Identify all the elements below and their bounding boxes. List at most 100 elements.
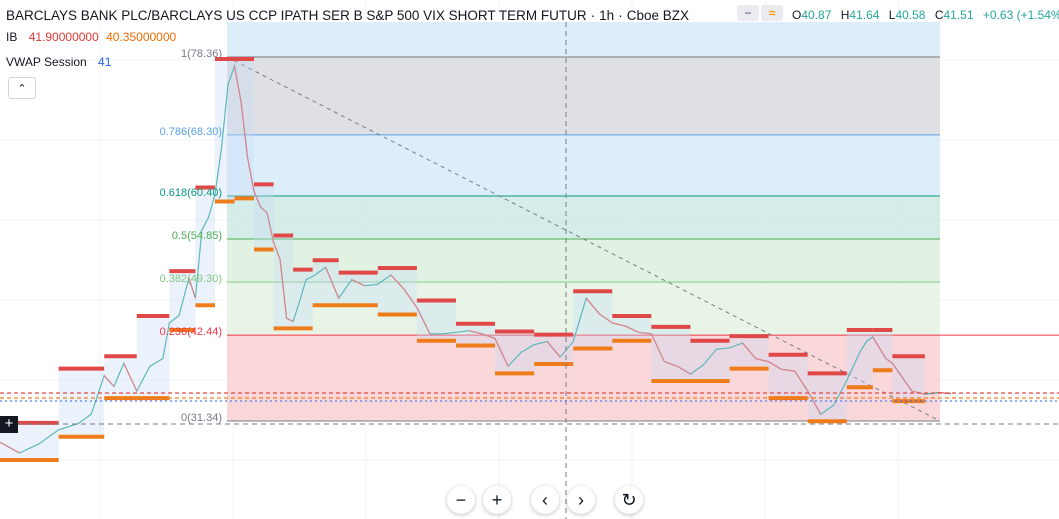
ib-range-box bbox=[573, 291, 613, 349]
ib-range-box bbox=[169, 271, 196, 330]
ib-range-box bbox=[136, 316, 170, 399]
price-down-segment bbox=[638, 331, 652, 335]
ib-levels bbox=[0, 57, 925, 463]
ib-range-box bbox=[729, 336, 769, 369]
open-label: O bbox=[792, 8, 802, 22]
chart-header: BARCLAYS BANK PLC/BARCLAYS US CCP IPATH … bbox=[6, 6, 689, 24]
ib-range-box bbox=[293, 269, 313, 329]
price-down-segment bbox=[898, 372, 913, 392]
ib-name: IB bbox=[6, 30, 18, 44]
ib-range-box bbox=[892, 356, 925, 402]
fib-level-label: 0.382(49.30) bbox=[159, 272, 222, 285]
price-down-segment bbox=[755, 358, 769, 363]
ib-range-box bbox=[690, 340, 730, 382]
ib-range-box bbox=[273, 235, 294, 329]
close-value: 41.51 bbox=[943, 8, 974, 22]
price-down-segment bbox=[481, 333, 496, 340]
scroll-right-button[interactable]: › bbox=[567, 486, 595, 514]
ib-low-value: 40.35000000 bbox=[106, 30, 177, 44]
ib-range-box bbox=[312, 260, 339, 306]
price-down-segment bbox=[351, 279, 366, 287]
price-down-segment bbox=[416, 307, 431, 335]
ib-range-box bbox=[872, 329, 893, 371]
ib-range-box bbox=[846, 329, 873, 388]
ib-legend[interactable]: IB 41.90000000 40.35000000 bbox=[6, 30, 176, 44]
high-value: 41.64 bbox=[849, 8, 880, 22]
price-down-segment bbox=[188, 277, 196, 299]
minus-icon[interactable]: − bbox=[737, 5, 759, 21]
price-down-segment bbox=[253, 191, 262, 208]
price-down-segment bbox=[891, 362, 900, 373]
fib-trend-line bbox=[226, 56, 941, 422]
price-down-segment bbox=[872, 336, 880, 349]
ib-range-box bbox=[377, 268, 417, 315]
interval-label[interactable]: 1h bbox=[599, 7, 615, 23]
price-down-segment bbox=[546, 341, 561, 358]
ib-range-box bbox=[234, 59, 255, 199]
fib-level-label: 0.236(42.44) bbox=[159, 326, 222, 339]
price-down-segment bbox=[650, 333, 665, 362]
ib-range-box bbox=[214, 59, 235, 202]
price-down-segment bbox=[878, 347, 887, 359]
low-value: 40.58 bbox=[895, 8, 926, 22]
symbol-name[interactable]: BARCLAYS BANK PLC/BARCLAYS US CCP IPATH … bbox=[6, 7, 587, 23]
price-down-segment bbox=[494, 338, 509, 367]
vwap-value: 41 bbox=[98, 55, 112, 69]
price-down-segment bbox=[794, 370, 809, 392]
wave-icon[interactable]: ≈ bbox=[761, 5, 783, 21]
price-series bbox=[0, 63, 952, 454]
vwap-name: VWAP Session bbox=[6, 55, 87, 69]
ib-range-box bbox=[254, 184, 274, 250]
exchange-label: Cboe BZX bbox=[626, 7, 689, 23]
price-down-segment bbox=[273, 242, 281, 260]
collapse-legend-button[interactable]: ⌃ bbox=[8, 77, 36, 99]
price-down-segment bbox=[240, 101, 249, 158]
fib-level-label: 0(31.34) bbox=[181, 412, 222, 424]
price-down-segment bbox=[677, 365, 691, 375]
ib-range-box bbox=[58, 368, 105, 437]
change-value: +0.63 (+1.54% bbox=[982, 8, 1059, 22]
fib-zone-top bbox=[227, 22, 940, 57]
reset-chart-button[interactable]: ↻ bbox=[615, 486, 643, 514]
fibonacci-retracement[interactable] bbox=[226, 22, 1059, 422]
price-down-segment bbox=[233, 65, 242, 102]
fib-level-label: 0.5(54.85) bbox=[171, 230, 222, 242]
fib-zone bbox=[227, 57, 940, 135]
ib-high-value: 41.90000000 bbox=[28, 30, 99, 44]
high-label: H bbox=[840, 8, 850, 22]
close-label: C bbox=[934, 8, 944, 22]
zoom-in-button[interactable]: + bbox=[483, 486, 511, 514]
ib-range-box bbox=[612, 316, 652, 341]
price-down-segment bbox=[390, 274, 405, 290]
price-down-segment bbox=[325, 267, 340, 299]
scroll-left-button[interactable]: ‹ bbox=[531, 486, 559, 514]
price-down-segment bbox=[781, 368, 795, 372]
vwap-legend[interactable]: VWAP Session 41 bbox=[6, 55, 111, 69]
price-down-segment bbox=[885, 358, 893, 364]
price-down-segment bbox=[403, 288, 418, 308]
fib-zone bbox=[227, 239, 940, 282]
price-down-segment bbox=[612, 322, 626, 327]
ib-range-box bbox=[768, 354, 808, 399]
ib-range-box bbox=[455, 323, 496, 346]
price-down-segment bbox=[625, 325, 639, 333]
ib-range-box bbox=[534, 334, 574, 365]
price-down-segment bbox=[664, 361, 678, 367]
add-plus-icon[interactable]: + bbox=[0, 416, 18, 433]
price-down-segment bbox=[0, 441, 20, 454]
ib-range-box bbox=[495, 331, 535, 374]
header-separator: · bbox=[590, 7, 596, 23]
price-down-segment bbox=[260, 206, 268, 214]
price-down-segment bbox=[246, 157, 255, 192]
ib-range-box bbox=[338, 272, 378, 306]
price-down-segment bbox=[768, 361, 782, 370]
ib-range-box bbox=[807, 373, 847, 422]
price-down-segment bbox=[266, 212, 275, 243]
fib-level-label: 0.786(68.30) bbox=[159, 125, 222, 138]
price-down-segment bbox=[468, 330, 483, 335]
fib-zone bbox=[227, 134, 940, 197]
zoom-out-button[interactable]: − bbox=[447, 486, 475, 514]
price-down-segment bbox=[598, 313, 613, 324]
price-down-segment bbox=[279, 259, 288, 319]
